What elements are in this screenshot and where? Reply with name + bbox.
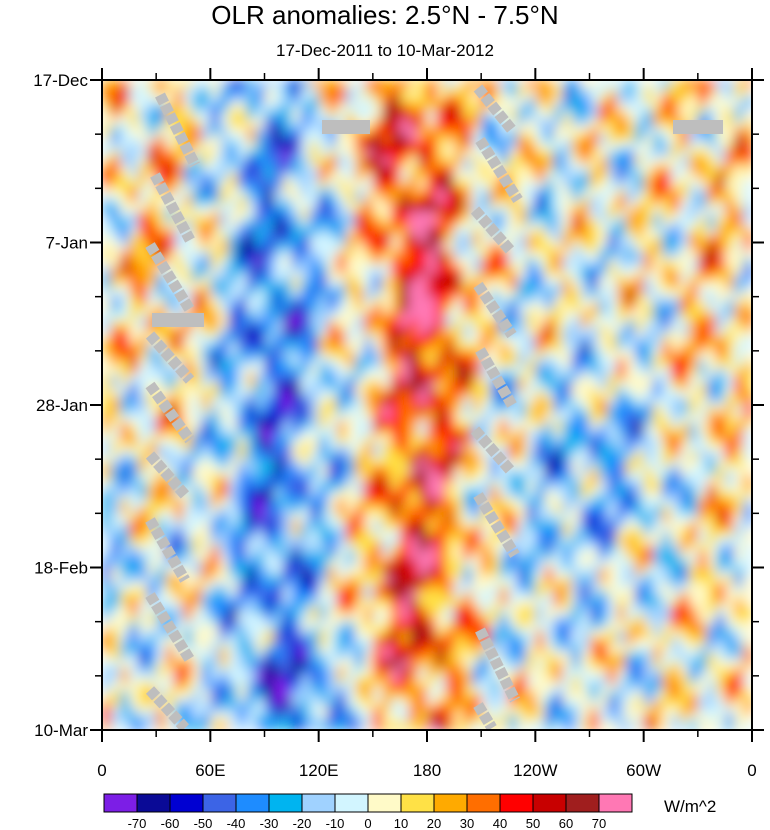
y-tick-label: 10-Mar [34,721,88,740]
x-tick-label: 0 [97,761,106,780]
colorbar-level-label: 10 [394,816,408,830]
colorbar-level-label: -20 [293,816,312,830]
y-tick-label: 28-Jan [36,396,88,415]
colorbar-swatch [235,793,270,813]
colorbar-level-label: -30 [260,816,279,830]
y-axis-labels: 17-Dec 7-Jan 28-Jan 18-Feb 10-Mar [33,71,88,740]
x-tick-label: 60W [626,761,661,780]
x-tick-label: 0 [747,761,756,780]
colorbar-level-label: -40 [227,816,246,830]
colorbar-level-label: 0 [364,816,371,830]
colorbar-level-label: -10 [326,816,345,830]
colorbar [103,793,633,813]
axis-ticks [90,68,764,742]
colorbar-level-label: -60 [161,816,180,830]
anomaly-field [102,80,752,730]
x-tick-label: 120W [513,761,557,780]
colorbar-level-label: 40 [493,816,507,830]
colorbar-swatch [103,793,138,813]
colorbar-level-label: 20 [427,816,441,830]
x-tick-label: 60E [195,761,225,780]
plot-area [102,80,752,730]
colorbar-swatch [202,793,237,813]
chart-subtitle: 17-Dec-2011 to 10-Mar-2012 [276,41,494,60]
y-tick-label: 17-Dec [33,71,88,90]
colorbar-swatch [466,793,501,813]
colorbar-labels: -70 -60 -50 -40 -30 -20 -10 0 10 20 30 40 50 60 70 [128,816,607,830]
colorbar-level-label: 60 [559,816,573,830]
colorbar-swatch [301,793,336,813]
colorbar-swatch [598,793,633,813]
colorbar-swatch [532,793,567,813]
x-tick-label: 180 [413,761,441,780]
colorbar-swatch [499,793,534,813]
colorbar-level-label: 30 [460,816,474,830]
missing-data-layer [145,84,723,730]
y-tick-label: 18-Feb [34,559,88,578]
colorbar-swatch [136,793,171,813]
colorbar-units: W/m^2 [664,797,716,816]
colorbar-swatch [334,793,369,813]
chart-title: OLR anomalies: 2.5°N - 7.5°N [211,0,559,30]
colorbar-swatch [169,793,204,813]
colorbar-swatch [367,793,402,813]
colorbar-swatch [565,793,600,813]
colorbar-level-label: 50 [526,816,540,830]
colorbar-swatch [400,793,435,813]
x-tick-label: 120E [299,761,339,780]
colorbar-swatch [268,793,303,813]
colorbar-level-label: 70 [592,816,606,830]
x-axis-labels: 0 60E 120E 180 120W 60W 0 [97,761,756,780]
colorbar-swatch [433,793,468,813]
colorbar-level-label: -70 [128,816,147,830]
y-tick-label: 7-Jan [45,234,88,253]
colorbar-level-label: -50 [194,816,213,830]
